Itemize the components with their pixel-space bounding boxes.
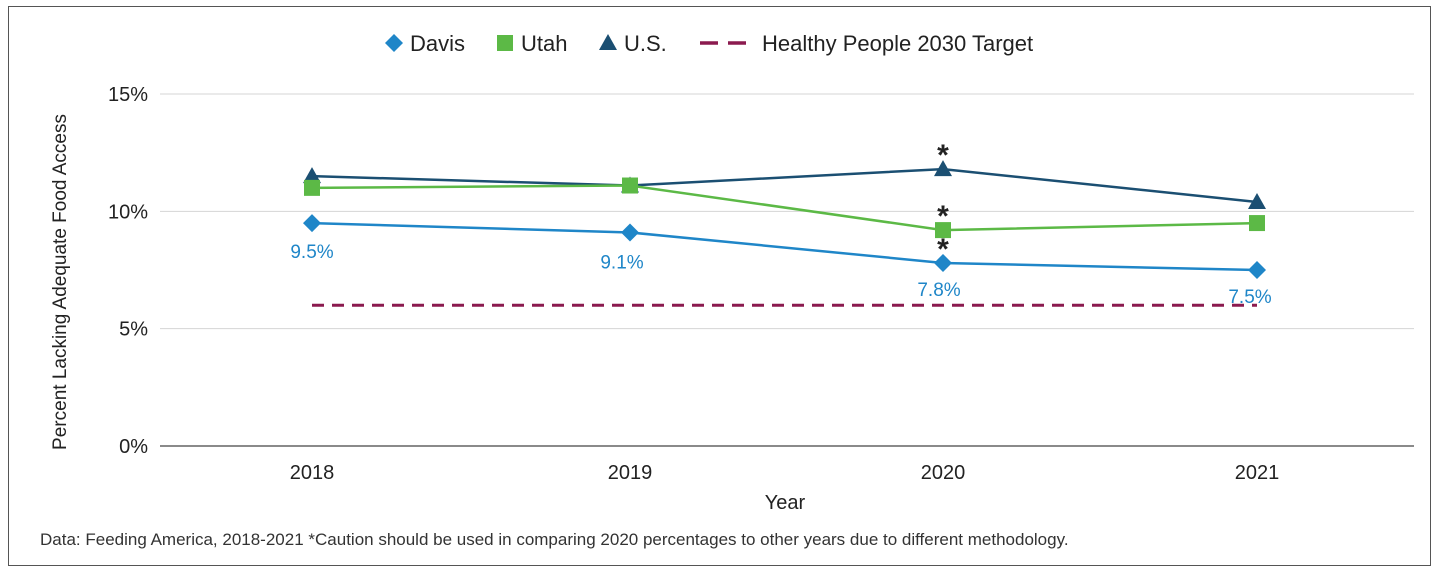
data-label: 9.5% <box>290 242 333 263</box>
point-utah <box>304 179 320 196</box>
y-tick-label: 5% <box>119 319 148 341</box>
series-line-davis <box>311 221 1258 272</box>
series-layer <box>303 160 1266 307</box>
point-davis <box>621 223 639 242</box>
point-utah <box>622 177 638 194</box>
y-tick-label: 15% <box>108 84 148 106</box>
annotation-asterisk: * <box>937 233 949 266</box>
x-tick-label: 2019 <box>608 462 653 484</box>
x-axis-title: Year <box>765 492 806 514</box>
point-u-s <box>1248 192 1266 209</box>
y-axis: 0% 5% 10% 15% <box>108 84 148 458</box>
data-label: 7.5% <box>1228 287 1271 308</box>
legend-label: U.S. <box>624 31 667 56</box>
legend-label: Davis <box>410 31 465 56</box>
data-labels: 9.5% 9.1%7.8% 7.5%*** <box>290 139 1271 308</box>
y-tick-label: 0% <box>119 436 148 458</box>
legend-swatch <box>497 35 513 51</box>
point-utah <box>935 222 951 239</box>
point-davis <box>1248 261 1266 279</box>
y-axis-title: Percent Lacking Adequate Food Access <box>50 114 71 450</box>
x-tick-label: 2018 <box>290 462 335 484</box>
point-davis <box>303 214 321 233</box>
x-axis: 2018 2019 2020 2021 <box>290 462 1280 484</box>
legend-label: Healthy People 2030 Target <box>762 31 1033 56</box>
point-u-s <box>303 167 321 184</box>
point-u-s <box>934 160 952 177</box>
footnote: Data: Feeding America, 2018-2021 *Cautio… <box>40 530 1069 549</box>
point-davis <box>934 253 952 272</box>
series-line-utah <box>311 184 1258 232</box>
y-tick-label: 10% <box>108 201 148 223</box>
legend: Davis Utah U.S. Healthy People 2030 Target <box>385 31 1033 56</box>
legend-label: Utah <box>521 31 567 56</box>
annotation-asterisk: * <box>937 139 949 172</box>
point-utah <box>1249 215 1265 232</box>
chart-frame <box>8 6 1431 566</box>
data-label: 9.1% <box>600 252 643 273</box>
data-label: 7.8% <box>917 280 960 301</box>
legend-swatch <box>385 34 403 52</box>
annotation-asterisk: * <box>937 200 949 233</box>
series-line-u-s <box>311 167 1258 204</box>
grid-lines <box>160 93 1414 447</box>
legend-swatch <box>599 34 617 50</box>
x-tick-label: 2020 <box>921 462 966 484</box>
x-tick-label: 2021 <box>1235 462 1280 484</box>
